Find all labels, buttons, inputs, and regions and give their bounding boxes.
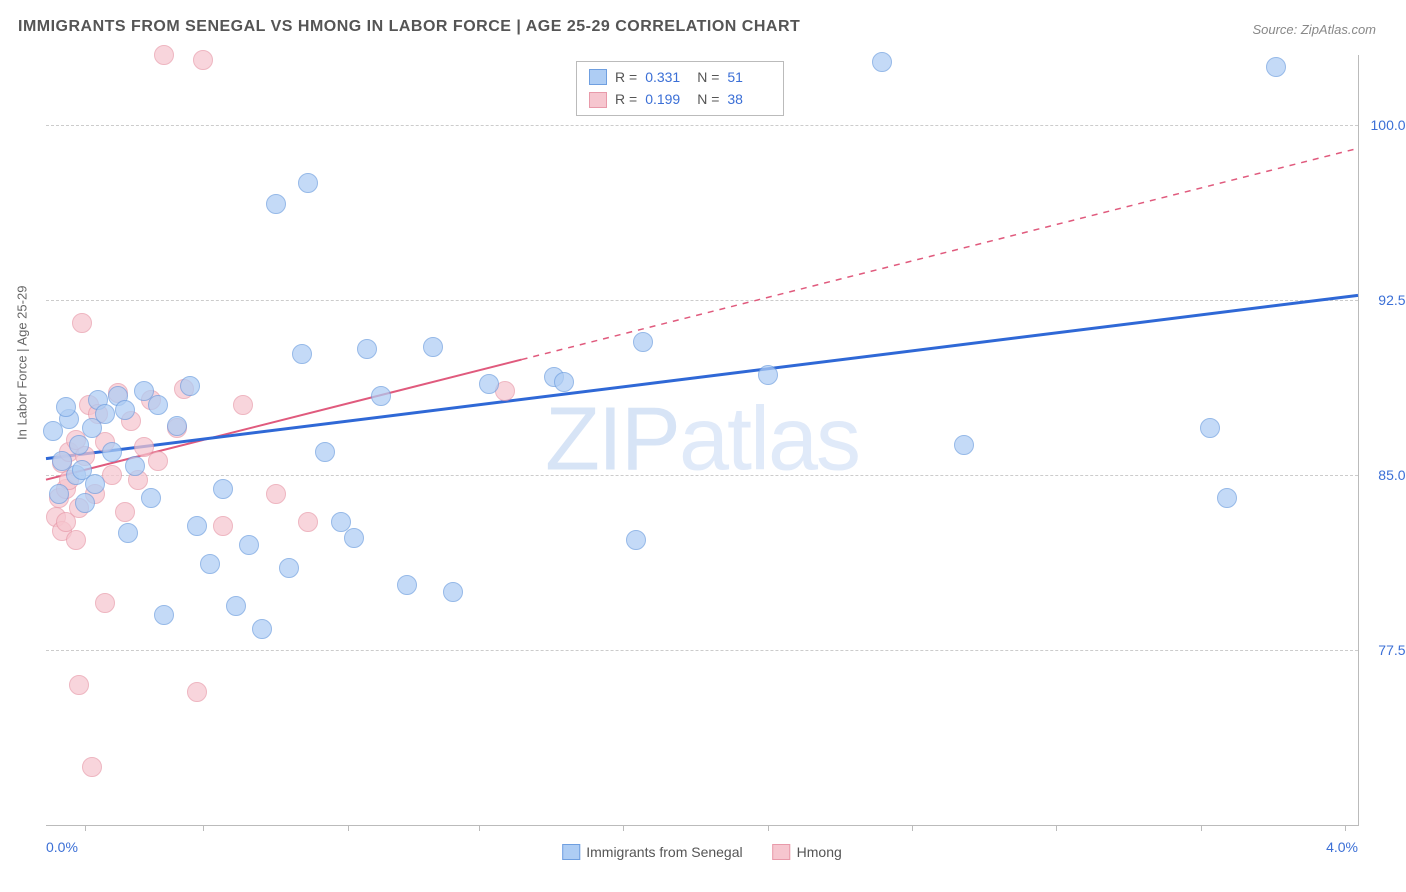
y-axis-label: In Labor Force | Age 25-29	[15, 286, 30, 440]
plot-area: ZIPatlas 100.0%92.5%85.0%77.5% 0.0% 4.0%…	[46, 55, 1359, 826]
marker-hmong	[148, 451, 168, 471]
legend-label-senegal: Immigrants from Senegal	[586, 844, 742, 860]
marker-senegal	[200, 554, 220, 574]
marker-senegal	[115, 400, 135, 420]
marker-senegal	[213, 479, 233, 499]
xtick	[1345, 825, 1346, 831]
marker-senegal	[443, 582, 463, 602]
marker-senegal	[315, 442, 335, 462]
marker-senegal	[633, 332, 653, 352]
trend-lines	[46, 55, 1358, 825]
marker-hmong	[95, 593, 115, 613]
marker-senegal	[279, 558, 299, 578]
swatch-hmong	[773, 844, 791, 860]
marker-senegal	[252, 619, 272, 639]
legend-item-senegal: Immigrants from Senegal	[562, 844, 742, 860]
marker-senegal	[298, 173, 318, 193]
marker-hmong	[233, 395, 253, 415]
marker-senegal	[226, 596, 246, 616]
marker-senegal	[292, 344, 312, 364]
xtick	[479, 825, 480, 831]
marker-senegal	[423, 337, 443, 357]
xtick	[623, 825, 624, 831]
marker-senegal	[479, 374, 499, 394]
xaxis-min-label: 0.0%	[46, 839, 78, 855]
marker-senegal	[397, 575, 417, 595]
legend-label-hmong: Hmong	[797, 844, 842, 860]
marker-senegal	[49, 484, 69, 504]
xtick	[768, 825, 769, 831]
chart-title: IMMIGRANTS FROM SENEGAL VS HMONG IN LABO…	[18, 18, 800, 36]
legend-item-hmong: Hmong	[773, 844, 842, 860]
marker-hmong	[82, 757, 102, 777]
marker-senegal	[85, 474, 105, 494]
marker-senegal	[1266, 57, 1286, 77]
marker-senegal	[187, 516, 207, 536]
marker-senegal	[371, 386, 391, 406]
marker-senegal	[266, 194, 286, 214]
marker-senegal	[95, 404, 115, 424]
marker-hmong	[298, 512, 318, 532]
marker-senegal	[239, 535, 259, 555]
marker-hmong	[154, 45, 174, 65]
marker-hmong	[266, 484, 286, 504]
swatch-senegal	[562, 844, 580, 860]
xtick	[203, 825, 204, 831]
marker-senegal	[954, 435, 974, 455]
xtick	[912, 825, 913, 831]
marker-hmong	[193, 50, 213, 70]
xtick	[85, 825, 86, 831]
marker-hmong	[187, 682, 207, 702]
marker-senegal	[141, 488, 161, 508]
marker-senegal	[1217, 488, 1237, 508]
marker-senegal	[180, 376, 200, 396]
marker-hmong	[213, 516, 233, 536]
marker-hmong	[115, 502, 135, 522]
marker-senegal	[1200, 418, 1220, 438]
ytick-label: 85.0%	[1363, 467, 1406, 483]
marker-senegal	[167, 416, 187, 436]
marker-senegal	[56, 397, 76, 417]
source-label: Source: ZipAtlas.com	[1252, 22, 1376, 37]
xtick	[1201, 825, 1202, 831]
marker-senegal	[154, 605, 174, 625]
marker-senegal	[69, 435, 89, 455]
marker-senegal	[758, 365, 778, 385]
marker-hmong	[72, 313, 92, 333]
ytick-label: 77.5%	[1363, 642, 1406, 658]
marker-senegal	[344, 528, 364, 548]
marker-senegal	[554, 372, 574, 392]
xtick	[348, 825, 349, 831]
marker-senegal	[626, 530, 646, 550]
series-legend: Immigrants from Senegal Hmong	[562, 844, 842, 860]
marker-senegal	[118, 523, 138, 543]
marker-senegal	[102, 442, 122, 462]
marker-hmong	[66, 530, 86, 550]
marker-senegal	[148, 395, 168, 415]
xtick	[1056, 825, 1057, 831]
marker-senegal	[357, 339, 377, 359]
marker-senegal	[872, 52, 892, 72]
marker-senegal	[125, 456, 145, 476]
ytick-label: 100.0%	[1363, 117, 1406, 133]
xaxis-max-label: 4.0%	[1326, 839, 1358, 855]
marker-senegal	[75, 493, 95, 513]
marker-hmong	[69, 675, 89, 695]
ytick-label: 92.5%	[1363, 292, 1406, 308]
